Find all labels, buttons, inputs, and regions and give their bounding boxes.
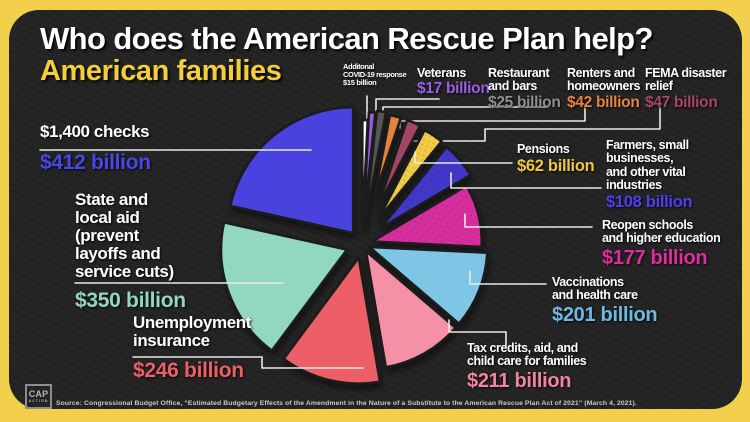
pie-slice-state — [219, 221, 349, 352]
pie-label-vaccinations-line: and health care — [552, 288, 638, 303]
leader-vaccinations-line — [469, 270, 547, 285]
pie-label-state: State and local aid (prevent layoffs and ser… — [75, 190, 186, 313]
leader-pensions-line — [414, 151, 513, 164]
pie-label-covid-value: $15 billion — [343, 77, 377, 87]
pie-label-fema: FEMA disaster relief $47 billion — [645, 66, 727, 111]
pie-label-restaurants-line: and bars — [488, 79, 537, 94]
pie-label-farmers-line: businesses, — [606, 151, 674, 166]
pie-label-pensions-value: $62 billion — [517, 157, 595, 176]
pie-slice-unemployment — [282, 256, 382, 385]
pie-label-taxcredits: Tax credits, aid, and child care for fami… — [467, 341, 587, 392]
page-subtitle: American families — [40, 55, 282, 87]
pie-label-state-line: service cuts) — [75, 262, 174, 282]
pie-slice-checks — [228, 105, 355, 235]
pie-label-schools-value: $177 billion — [602, 246, 708, 269]
pie-label-veterans: Veterans $17 billion — [417, 66, 490, 98]
pie-label-checks-value: $412 billion — [40, 151, 151, 175]
pie-label-farmers-line: and other vital — [606, 164, 686, 179]
pie-label-state-value: $350 billion — [75, 289, 186, 313]
pie-label-taxcredits-value: $211 billion — [467, 369, 572, 392]
leader-fema-line — [410, 107, 661, 142]
leader-renters-line — [399, 107, 586, 129]
pie-label-vaccinations-line: Vaccinations — [552, 275, 624, 289]
pie-label-farmers-line: Farmers, small — [606, 138, 689, 152]
pie-label-fema-line: relief — [645, 79, 673, 94]
source-citation: Source: Congressional Budget Office, “Es… — [56, 400, 637, 407]
pie-label-vaccinations-value: $201 billion — [552, 303, 658, 326]
pie-label-checks-line: $1,400 checks — [40, 122, 150, 141]
logo-action-text: ACTION — [28, 398, 49, 403]
leader-farmers-line — [450, 172, 602, 189]
pie-label-covid: Additonal COVID-19 response $15 billion — [343, 62, 407, 87]
pie-label-state-line: State and — [75, 190, 148, 209]
pie-label-state-line: layoffs and — [75, 244, 161, 264]
pie-label-fema-value: $47 billion — [645, 93, 718, 111]
pie-slice-fema — [376, 118, 422, 209]
pie-label-covid-line: Additonal — [343, 62, 374, 71]
pie-label-restaurants-value: $25 billion — [488, 93, 561, 111]
dark-rounded-panel — [9, 10, 742, 409]
pie-slice-texture-farmers — [380, 146, 471, 229]
pie-label-renters-line: homeowners — [567, 79, 641, 94]
pie-slice-texture-pensions — [378, 130, 442, 219]
pie-label-checks: $1,400 checks $412 billion — [40, 122, 151, 175]
pie-label-unemployment-line: insurance — [133, 331, 210, 351]
pie-label-farmers-line: industries — [606, 177, 662, 192]
pie-label-veterans-value: $17 billion — [417, 80, 490, 98]
pie-slice-restaurants — [363, 109, 388, 224]
pie-slice-texture-veterans — [363, 112, 376, 228]
pie-slice-taxcredits — [364, 249, 457, 369]
pie-label-taxcredits-line: child care for families — [467, 354, 587, 369]
pie-slice-vaccinations — [368, 245, 489, 325]
pie-label-farmers: Farmers, small businesses, and other vital… — [606, 138, 693, 211]
pie-label-covid-line: COVID-19 response — [343, 69, 407, 79]
cap-action-logo: CAP ACTION — [25, 384, 52, 409]
pie-label-restaurants-line: Restaurant — [488, 66, 550, 80]
page-title: Who does the American Rescue Plan help? — [40, 21, 653, 56]
pie-label-pensions-line: Pensions — [517, 142, 570, 156]
leader-lines-front — [39, 149, 602, 369]
pie-label-restaurants: Restaurant and bars $25 billion — [488, 66, 561, 111]
pie-label-renters: Renters and homeowners $42 billion — [567, 66, 641, 111]
leader-schools-line — [464, 213, 593, 228]
logo-cap-text: CAP — [28, 388, 49, 399]
pie-label-unemployment: Unemployment insurance $246 billion — [133, 313, 251, 383]
pie-label-taxcredits-line: Tax credits, aid, and — [467, 341, 578, 355]
pie-label-vaccinations: Vaccinations and health care $201 billion — [552, 275, 658, 326]
pie-label-state-line: (prevent — [75, 226, 139, 246]
pie-slice-texture-schools — [371, 185, 482, 247]
pie-label-renters-line: Renters and — [567, 66, 635, 80]
pie-label-schools-line: Reopen schools — [602, 218, 693, 232]
pie-label-veterans-line: Veterans — [417, 66, 466, 80]
pie-label-pensions: Pensions $62 billion — [517, 142, 595, 176]
leader-taxcredits-line — [448, 319, 507, 347]
leader-veterans-line — [375, 98, 440, 113]
pie-label-unemployment-value: $246 billion — [133, 359, 244, 383]
pie-slices-group — [219, 105, 489, 385]
pie-label-schools: Reopen schools and higher education $177 b… — [602, 218, 721, 269]
pie-slice-renters — [373, 113, 403, 197]
pie-label-fema-line: FEMA disaster — [645, 66, 727, 80]
pie-label-renters-value: $42 billion — [567, 93, 640, 111]
pie-label-farmers-value: $108 billion — [606, 193, 693, 211]
pie-label-unemployment-line: Unemployment — [133, 313, 251, 332]
leader-unemployment-line — [132, 356, 364, 369]
pie-label-schools-line: and higher education — [602, 231, 721, 246]
pie-label-state-line: local aid — [75, 208, 140, 228]
